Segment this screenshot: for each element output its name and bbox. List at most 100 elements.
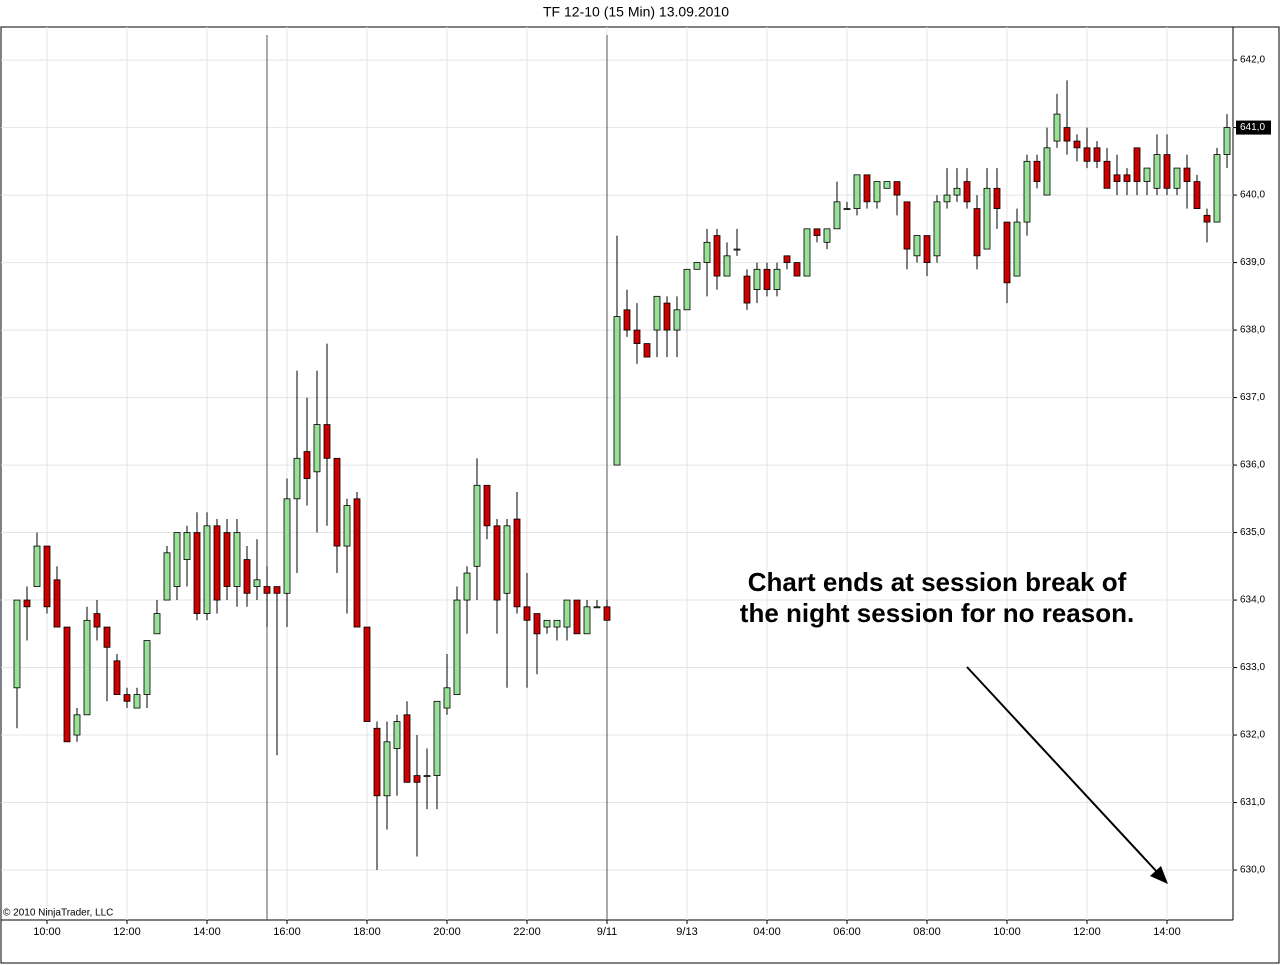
candle-body: [633, 329, 641, 344]
candle-body: [1143, 167, 1151, 182]
x-tick-label: 06:00: [833, 926, 861, 938]
candle-body: [153, 613, 161, 635]
candle-body: [1173, 167, 1181, 189]
y-tick-label: 631,0: [1240, 797, 1265, 808]
candle-body: [543, 619, 551, 628]
candle-body: [343, 505, 351, 547]
candle-body: [333, 457, 341, 547]
y-tick-label: 630,0: [1240, 865, 1265, 876]
copyright: © 2010 NinjaTrader, LLC: [3, 908, 113, 919]
candle-body: [683, 268, 691, 311]
candle-body: [653, 295, 661, 331]
candle-body: [513, 518, 521, 608]
candle-body: [673, 309, 681, 331]
x-tick-label: 12:00: [113, 926, 141, 938]
candle-body: [1153, 154, 1161, 189]
candle-body: [773, 268, 781, 290]
x-tick-label: 10:00: [33, 926, 61, 938]
last-price-label: 641,0: [1240, 122, 1265, 133]
candle-body: [953, 187, 961, 196]
candle-body: [113, 660, 121, 695]
last-price-marker: [1236, 120, 1271, 135]
frame: [0, 26, 1280, 964]
candle-body: [103, 626, 111, 648]
candle-body: [243, 559, 251, 594]
candle-body: [73, 714, 81, 736]
candle-body: [163, 552, 171, 601]
x-tick-label: 14:00: [193, 926, 221, 938]
candle-body: [293, 457, 301, 500]
candle-body: [213, 525, 221, 601]
candle-body: [273, 586, 281, 594]
candle-body: [723, 255, 731, 277]
candle-body: [573, 599, 581, 635]
y-tick-label: 639,0: [1240, 257, 1265, 268]
candle-body: [503, 525, 511, 594]
candle-body: [593, 606, 601, 609]
candle-body: [423, 775, 431, 777]
candle-body: [253, 579, 261, 587]
y-tick-label: 638,0: [1240, 325, 1265, 336]
candle-body: [443, 687, 451, 709]
x-tick-label: 10:00: [993, 926, 1021, 938]
candle-body: [733, 248, 741, 251]
candle-body: [133, 694, 141, 709]
candle-body: [203, 525, 211, 614]
candle-body: [553, 619, 561, 628]
candle-body: [33, 545, 41, 587]
candle-body: [473, 484, 481, 567]
candle-body: [883, 181, 891, 189]
candle-body: [1023, 160, 1031, 223]
candle-body: [983, 187, 991, 250]
candle-body: [643, 343, 651, 358]
candle-body: [963, 181, 971, 203]
candle-body: [1103, 160, 1111, 189]
candle-body: [463, 572, 471, 601]
x-tick-label: 16:00: [273, 926, 301, 938]
candle-body: [713, 235, 721, 277]
candle-body: [483, 484, 491, 527]
candle-body: [1033, 160, 1041, 182]
x-tick-label: 18:00: [353, 926, 381, 938]
y-tick-label: 633,0: [1240, 662, 1265, 673]
candle-body: [93, 613, 101, 628]
candle-body: [453, 599, 461, 695]
candle-body: [743, 275, 751, 304]
x-tick-label: 04:00: [753, 926, 781, 938]
candle-body: [863, 174, 871, 203]
candle-body: [1053, 113, 1061, 142]
y-tick-label: 637,0: [1240, 392, 1265, 403]
y-tick-label: 634,0: [1240, 595, 1265, 606]
candle-body: [263, 586, 271, 594]
candle-body: [493, 525, 501, 601]
candle-body: [433, 700, 441, 776]
candle-body: [923, 235, 931, 263]
candle-body: [23, 599, 31, 608]
y-tick-label: 640,0: [1240, 190, 1265, 201]
candle-body: [183, 532, 191, 560]
candle-body: [693, 262, 701, 270]
candle-body: [303, 451, 311, 479]
candle-body: [563, 599, 571, 628]
x-tick-label: 20:00: [433, 926, 461, 938]
y-tick-label: 636,0: [1240, 460, 1265, 471]
candle-body: [173, 532, 181, 587]
candle-body: [993, 187, 1001, 209]
candle-body: [703, 241, 711, 263]
candle-body: [353, 498, 361, 628]
candle-body: [193, 532, 201, 614]
arrow-head: [1150, 866, 1168, 884]
candle-body: [53, 579, 61, 628]
candle-body: [663, 302, 671, 331]
candle-body: [823, 228, 831, 243]
x-tick-label: 9/13: [676, 926, 697, 938]
annotation: Chart ends at session break of: [748, 567, 1127, 597]
candle-body: [383, 741, 391, 797]
candle-body: [1073, 140, 1081, 149]
candle-body: [363, 626, 371, 722]
candle-body: [1213, 154, 1221, 223]
candle-body: [933, 201, 941, 257]
candle-body: [583, 606, 591, 635]
candle-body: [783, 255, 791, 263]
